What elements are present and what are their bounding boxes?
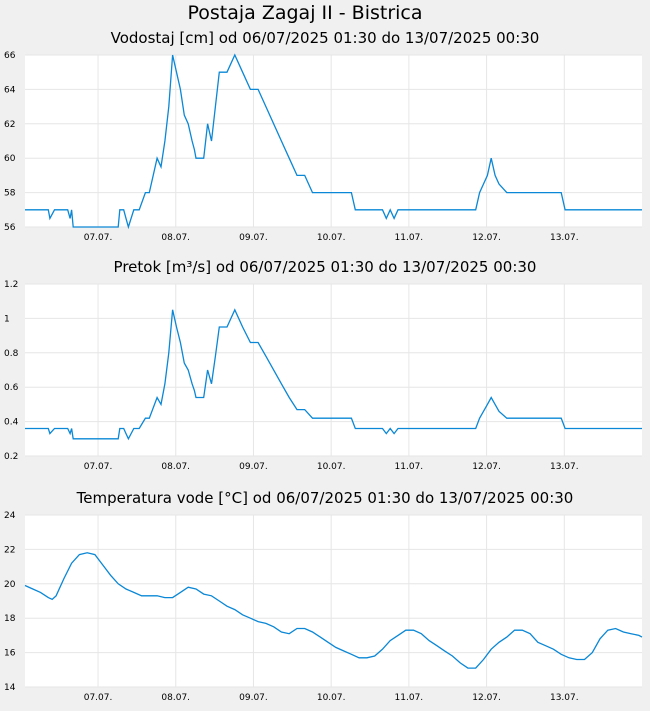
y-tick-label: 0.8 — [4, 349, 19, 359]
x-tick-label: 12.07. — [472, 233, 501, 243]
y-tick-label: 20 — [4, 580, 16, 590]
x-tick-label: 11.07. — [395, 693, 424, 703]
x-tick-label: 10.07. — [317, 462, 346, 472]
discharge-chart: Pretok [m³/s] od 06/07/2025 01:30 do 13/… — [0, 258, 650, 480]
x-tick-label: 09.07. — [239, 233, 268, 243]
chart-title: Temperatura vode [°C] od 06/07/2025 01:3… — [76, 489, 574, 507]
page-title: Postaja Zagaj II - Bistrica — [187, 2, 423, 24]
y-tick-label: 16 — [4, 649, 16, 659]
y-tick-label: 1 — [4, 314, 10, 324]
y-tick-label: 60 — [4, 154, 16, 164]
y-tick-label: 0.4 — [4, 418, 19, 428]
x-tick-label: 12.07. — [472, 693, 501, 703]
y-tick-label: 0.2 — [4, 452, 18, 462]
water-level-plot: 56 58 60 62 64 66 07.07. 08.07. 09.07. 10.07. 11.0… — [4, 51, 642, 243]
y-tick-label: 64 — [4, 85, 16, 95]
x-tick-label: 07.07. — [84, 233, 113, 243]
plot-area — [25, 55, 642, 227]
chart-title: Pretok [m³/s] od 06/07/2025 01:30 do 13/… — [113, 258, 537, 276]
x-tick-label: 11.07. — [395, 462, 424, 472]
y-tick-label: 14 — [4, 683, 16, 693]
x-tick-label: 13.07. — [550, 462, 579, 472]
x-tick-label: 08.07. — [161, 462, 190, 472]
x-tick-label: 09.07. — [239, 693, 268, 703]
water-level-chart: Vodostaj [cm] od 06/07/2025 01:30 do 13/… — [0, 29, 650, 251]
y-tick-label: 1.2 — [4, 280, 18, 290]
x-tick-label: 10.07. — [317, 233, 346, 243]
plot-area — [25, 284, 642, 456]
plot-area — [25, 515, 642, 687]
y-tick-label: 58 — [4, 189, 16, 199]
water-temperature-chart: Temperatura vode [°C] od 06/07/2025 01:3… — [0, 489, 650, 711]
chart-title: Vodostaj [cm] od 06/07/2025 01:30 do 13/… — [110, 29, 540, 47]
x-tick-label: 07.07. — [84, 693, 113, 703]
water-temperature-plot: 14 16 18 20 22 24 07.07. 08.07. 09.07. 10.07. 11.0… — [4, 511, 643, 703]
y-tick-label: 22 — [4, 545, 15, 555]
discharge-plot: 0.2 0.4 0.6 0.8 1 1.2 07.07. 08.07. 09.07. 10.07.… — [4, 280, 642, 472]
series-line — [24, 552, 643, 669]
y-tick-label: 24 — [4, 511, 16, 521]
x-tick-label: 10.07. — [317, 693, 346, 703]
y-tick-label: 0.6 — [4, 383, 19, 393]
x-tick-label: 12.07. — [472, 462, 501, 472]
y-tick-label: 56 — [4, 223, 16, 233]
x-tick-label: 11.07. — [395, 233, 424, 243]
y-tick-label: 62 — [4, 120, 15, 130]
x-tick-label: 08.07. — [161, 693, 190, 703]
x-tick-label: 13.07. — [550, 693, 579, 703]
x-tick-label: 13.07. — [550, 233, 579, 243]
series-line — [25, 308, 642, 441]
x-tick-label: 07.07. — [84, 462, 113, 472]
x-tick-label: 08.07. — [161, 233, 190, 243]
y-tick-label: 66 — [4, 51, 16, 61]
y-tick-label: 18 — [4, 614, 16, 624]
series-line — [25, 53, 642, 230]
x-tick-label: 09.07. — [239, 462, 268, 472]
